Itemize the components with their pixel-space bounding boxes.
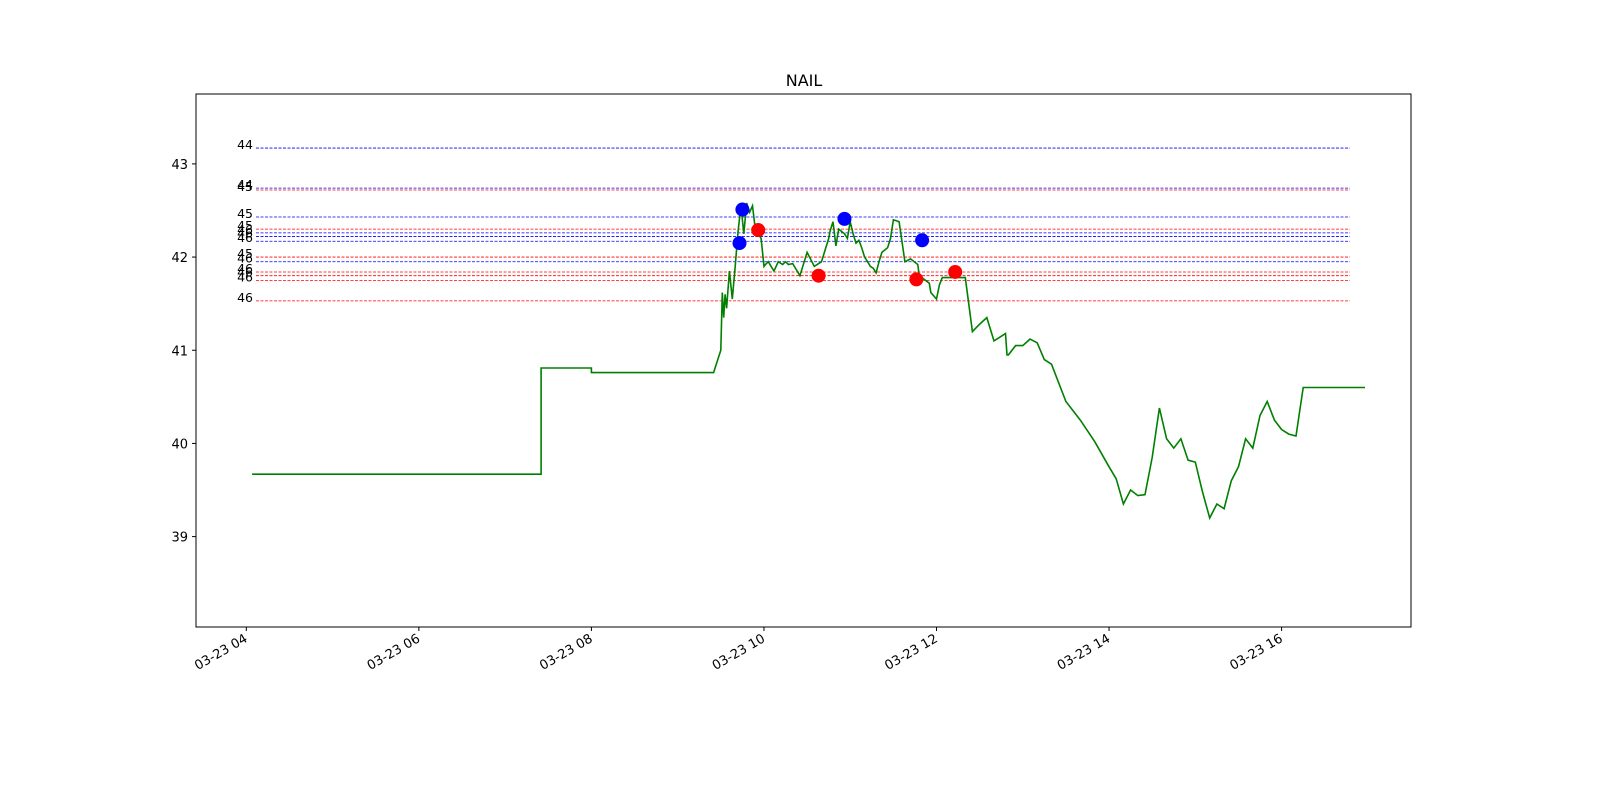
sell-marker xyxy=(948,264,963,279)
level-label: 45 xyxy=(237,206,253,221)
y-tick-label: 39 xyxy=(171,531,188,546)
sell-marker xyxy=(811,268,826,283)
y-tick-label: 41 xyxy=(171,344,188,359)
buy-marker xyxy=(837,211,852,226)
buy-marker xyxy=(732,236,747,251)
buy-marker xyxy=(915,233,930,248)
y-tick-label: 40 xyxy=(171,437,188,452)
level-label: 44 xyxy=(237,137,253,152)
level-label: 45 xyxy=(237,179,253,194)
buy-marker xyxy=(735,202,750,217)
level-label: 46 xyxy=(237,226,253,241)
level-label: 46 xyxy=(237,251,253,266)
trade-markers xyxy=(732,202,963,287)
level-label: 45 xyxy=(237,246,253,261)
level-label: 46 xyxy=(237,261,253,276)
y-tick-label: 43 xyxy=(171,158,188,173)
y-tick-label: 42 xyxy=(171,251,188,266)
level-label: 46 xyxy=(237,269,253,284)
level-label: 44 xyxy=(237,177,253,192)
sell-marker xyxy=(909,272,924,287)
chart-title: NAIL xyxy=(786,71,823,90)
plot-frame xyxy=(195,93,1412,628)
sell-marker xyxy=(751,223,766,238)
level-label: 46 xyxy=(237,290,253,305)
level-label: 45 xyxy=(237,218,253,233)
level-label: 46 xyxy=(237,265,253,280)
level-label: 46 xyxy=(237,230,253,245)
level-label: 46 xyxy=(237,222,253,237)
